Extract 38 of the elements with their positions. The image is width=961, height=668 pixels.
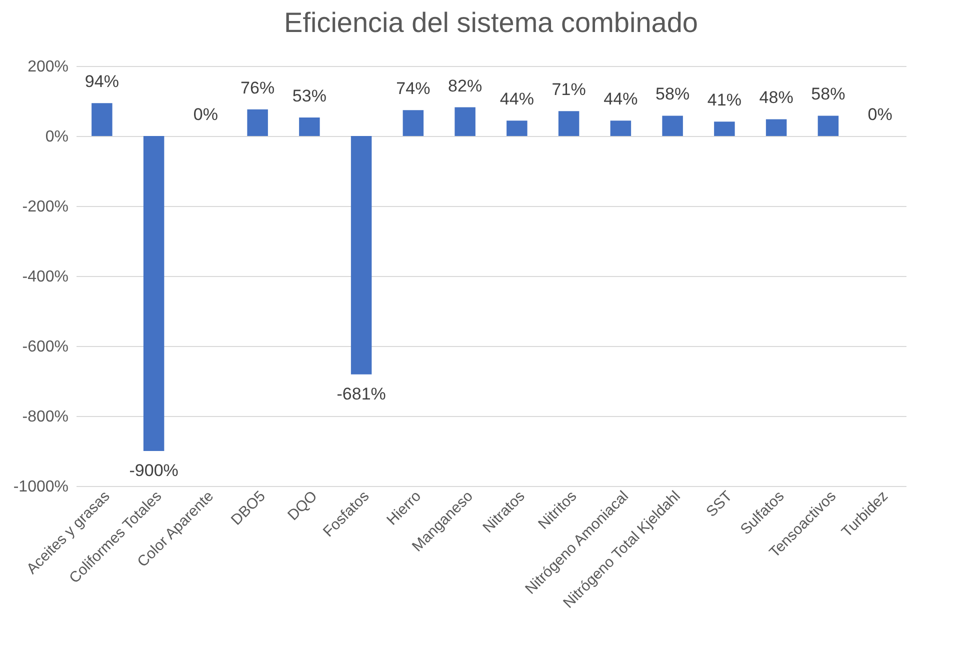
bar (610, 120, 632, 136)
bar (662, 116, 683, 136)
data-label: 44% (500, 90, 534, 109)
bar (247, 109, 268, 136)
data-label: 58% (656, 84, 690, 104)
bar (454, 107, 476, 136)
data-label: 44% (604, 90, 638, 109)
chart-title: Eficiencia del sistema combinado (284, 7, 698, 38)
data-label: 94% (84, 72, 119, 92)
bar (92, 103, 112, 136)
y-tick-label: -600% (22, 338, 68, 356)
data-label: 41% (707, 90, 742, 110)
bar (818, 116, 839, 136)
data-label: -681% (336, 384, 386, 404)
data-label: 71% (552, 80, 586, 100)
bar (766, 119, 787, 136)
bar (714, 122, 735, 136)
y-tick-label: -800% (22, 408, 68, 426)
bar (350, 136, 372, 374)
y-tick-label: -400% (22, 268, 68, 286)
y-tick-label: 0% (45, 128, 68, 146)
bar (143, 136, 164, 451)
data-label: -900% (129, 461, 178, 480)
y-tick-label: -200% (22, 198, 68, 216)
data-label: 58% (811, 84, 846, 104)
data-label: 82% (448, 76, 482, 96)
data-label: 0% (868, 105, 892, 124)
data-label: 76% (240, 78, 275, 98)
bar (506, 120, 528, 136)
data-label: 0% (193, 105, 218, 124)
bar (402, 110, 424, 136)
data-label: 53% (292, 86, 326, 106)
y-tick-label: -1000% (13, 478, 68, 496)
y-tick-label: 200% (28, 58, 68, 76)
data-label: 74% (396, 79, 430, 98)
bar (558, 111, 580, 136)
bar (299, 117, 320, 136)
data-label: 48% (759, 88, 794, 108)
